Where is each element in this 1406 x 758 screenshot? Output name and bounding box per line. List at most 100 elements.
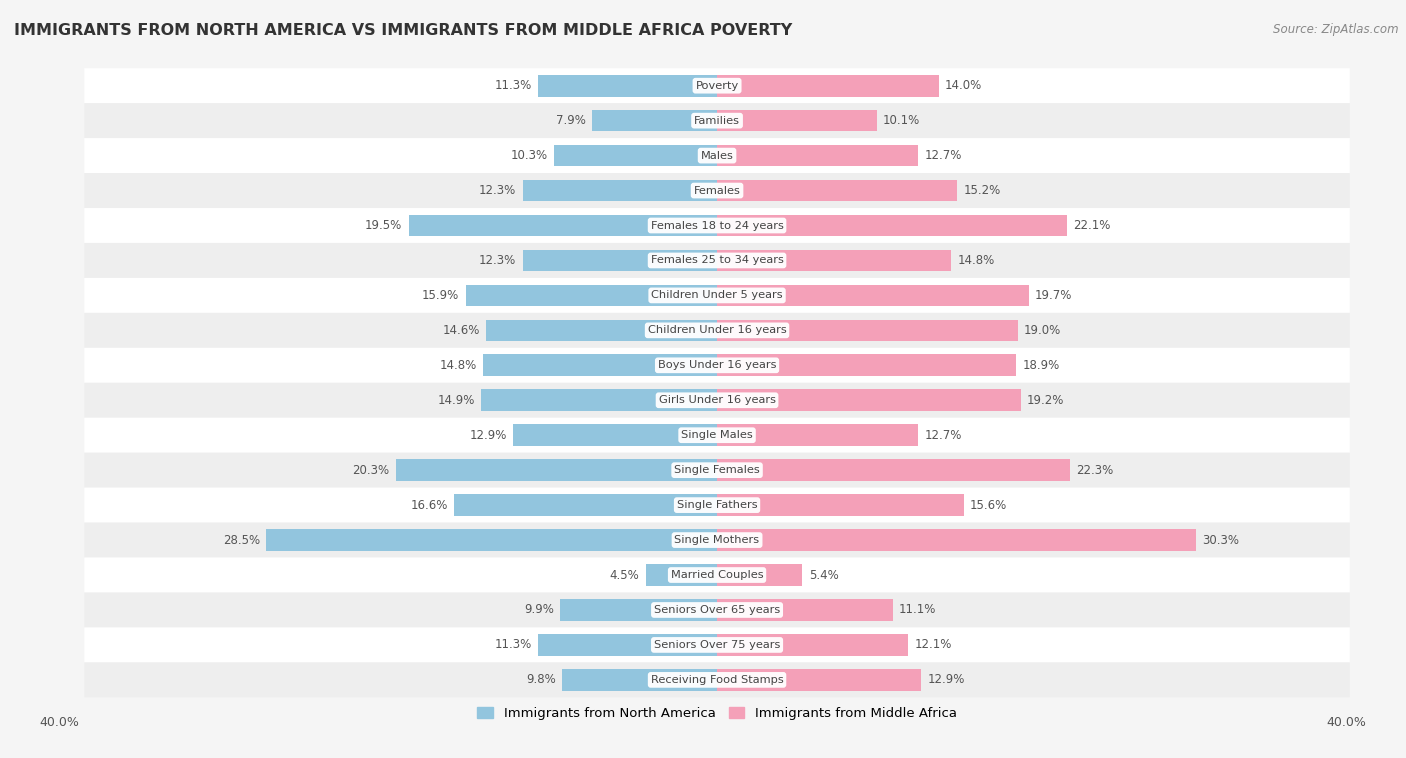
FancyBboxPatch shape	[84, 453, 1350, 487]
Bar	[592, 110, 717, 131]
Text: 20.3%: 20.3%	[353, 464, 389, 477]
Text: 19.7%: 19.7%	[1035, 289, 1073, 302]
Text: 14.0%: 14.0%	[945, 79, 981, 92]
Text: 22.1%: 22.1%	[1073, 219, 1111, 232]
FancyBboxPatch shape	[84, 173, 1350, 208]
Text: 14.9%: 14.9%	[437, 393, 475, 407]
Bar	[717, 390, 1021, 411]
Bar	[717, 110, 877, 131]
Text: 12.7%: 12.7%	[924, 429, 962, 442]
Text: 22.3%: 22.3%	[1076, 464, 1114, 477]
Text: 19.2%: 19.2%	[1028, 393, 1064, 407]
Text: Females: Females	[693, 186, 741, 196]
Text: 19.0%: 19.0%	[1024, 324, 1062, 337]
Text: Males: Males	[700, 151, 734, 161]
Bar	[717, 355, 1017, 376]
FancyBboxPatch shape	[84, 348, 1350, 383]
FancyBboxPatch shape	[84, 628, 1350, 662]
Text: Receiving Food Stamps: Receiving Food Stamps	[651, 675, 783, 685]
Text: Seniors Over 65 years: Seniors Over 65 years	[654, 605, 780, 615]
Text: IMMIGRANTS FROM NORTH AMERICA VS IMMIGRANTS FROM MIDDLE AFRICA POVERTY: IMMIGRANTS FROM NORTH AMERICA VS IMMIGRA…	[14, 23, 793, 38]
Bar	[717, 564, 803, 586]
FancyBboxPatch shape	[84, 278, 1350, 313]
Text: Seniors Over 75 years: Seniors Over 75 years	[654, 640, 780, 650]
Bar	[538, 75, 717, 96]
Text: 12.1%: 12.1%	[915, 638, 952, 651]
Text: 10.3%: 10.3%	[510, 149, 548, 162]
FancyBboxPatch shape	[84, 558, 1350, 593]
Text: 11.3%: 11.3%	[495, 79, 531, 92]
Bar	[717, 249, 952, 271]
FancyBboxPatch shape	[84, 593, 1350, 628]
Text: Females 18 to 24 years: Females 18 to 24 years	[651, 221, 783, 230]
Text: 11.1%: 11.1%	[898, 603, 936, 616]
Bar	[717, 634, 908, 656]
Text: 14.6%: 14.6%	[443, 324, 479, 337]
Text: 19.5%: 19.5%	[366, 219, 402, 232]
Text: Single Mothers: Single Mothers	[675, 535, 759, 545]
Text: 10.1%: 10.1%	[883, 114, 921, 127]
Bar	[717, 75, 939, 96]
Text: 11.3%: 11.3%	[495, 638, 531, 651]
Bar	[484, 355, 717, 376]
FancyBboxPatch shape	[84, 383, 1350, 418]
Text: 5.4%: 5.4%	[808, 568, 838, 581]
Text: Boys Under 16 years: Boys Under 16 years	[658, 360, 776, 371]
Text: 4.5%: 4.5%	[610, 568, 640, 581]
Text: Married Couples: Married Couples	[671, 570, 763, 580]
Bar	[717, 424, 918, 446]
Text: 14.8%: 14.8%	[957, 254, 994, 267]
Text: 40.0%: 40.0%	[39, 716, 79, 729]
Text: 40.0%: 40.0%	[1327, 716, 1367, 729]
Text: 14.8%: 14.8%	[440, 359, 477, 372]
FancyBboxPatch shape	[84, 208, 1350, 243]
Bar	[409, 215, 717, 236]
Text: Girls Under 16 years: Girls Under 16 years	[658, 395, 776, 406]
Bar	[717, 180, 957, 202]
Bar	[523, 249, 717, 271]
Text: Single Females: Single Females	[675, 465, 759, 475]
FancyBboxPatch shape	[84, 487, 1350, 522]
Bar	[717, 669, 921, 691]
Bar	[717, 494, 965, 516]
Bar	[465, 284, 717, 306]
Bar	[717, 529, 1197, 551]
Text: 7.9%: 7.9%	[555, 114, 586, 127]
Text: 15.9%: 15.9%	[422, 289, 460, 302]
FancyBboxPatch shape	[84, 662, 1350, 697]
Text: Families: Families	[695, 116, 740, 126]
Bar	[454, 494, 717, 516]
Bar	[554, 145, 717, 167]
Text: 12.9%: 12.9%	[928, 673, 965, 687]
FancyBboxPatch shape	[84, 313, 1350, 348]
Bar	[645, 564, 717, 586]
Legend: Immigrants from North America, Immigrants from Middle Africa: Immigrants from North America, Immigrant…	[472, 701, 962, 725]
Bar	[266, 529, 717, 551]
Text: 9.8%: 9.8%	[526, 673, 555, 687]
Bar	[561, 599, 717, 621]
FancyBboxPatch shape	[84, 138, 1350, 173]
Bar	[538, 634, 717, 656]
FancyBboxPatch shape	[84, 243, 1350, 278]
Text: 12.7%: 12.7%	[924, 149, 962, 162]
Bar	[717, 145, 918, 167]
Text: 12.3%: 12.3%	[479, 254, 516, 267]
Bar	[396, 459, 717, 481]
Bar	[486, 320, 717, 341]
FancyBboxPatch shape	[84, 68, 1350, 103]
Bar	[717, 284, 1029, 306]
Text: 12.3%: 12.3%	[479, 184, 516, 197]
Bar	[513, 424, 717, 446]
Text: 18.9%: 18.9%	[1022, 359, 1060, 372]
Text: Children Under 5 years: Children Under 5 years	[651, 290, 783, 300]
Bar	[717, 320, 1018, 341]
Text: Single Males: Single Males	[681, 431, 754, 440]
FancyBboxPatch shape	[84, 418, 1350, 453]
Text: 15.6%: 15.6%	[970, 499, 1007, 512]
Bar	[717, 459, 1070, 481]
Text: 9.9%: 9.9%	[524, 603, 554, 616]
Text: Source: ZipAtlas.com: Source: ZipAtlas.com	[1274, 23, 1399, 36]
Bar	[523, 180, 717, 202]
FancyBboxPatch shape	[84, 103, 1350, 138]
Text: 30.3%: 30.3%	[1202, 534, 1240, 547]
